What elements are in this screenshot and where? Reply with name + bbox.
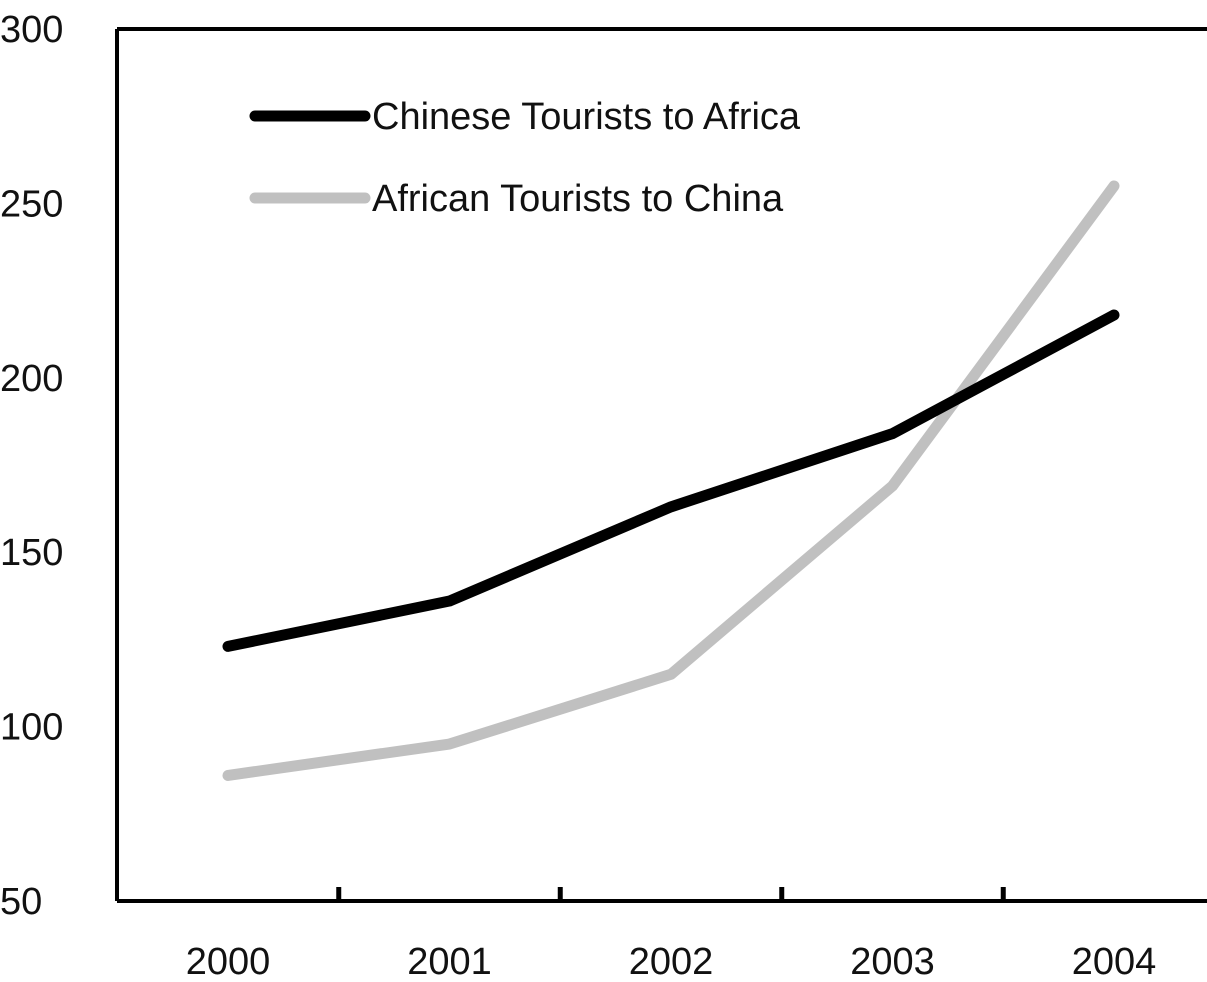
- x-tick-labels: 2000 2001 2002 2003 2004: [186, 941, 1157, 982]
- plot-frame: [115, 27, 1207, 903]
- legend: Chinese Tourists to Africa African Touris…: [249, 96, 801, 220]
- x-tick-label: 2002: [629, 941, 714, 982]
- series-line-1: [222, 309, 1120, 652]
- y-tick-label: 150: [0, 532, 63, 574]
- y-tick-label: 300: [0, 9, 63, 51]
- x-tick-label: 2004: [1072, 941, 1157, 982]
- x-tick-label: 2001: [407, 941, 492, 982]
- x-tick-label: 2003: [850, 941, 935, 982]
- legend-label-2: African Tourists to China: [372, 178, 784, 220]
- x-ticks: [336, 887, 1006, 901]
- y-tick-label: 50: [0, 881, 42, 923]
- y-tick-labels: 50 100 150 200 250 300: [0, 9, 63, 923]
- series-line-2: [222, 180, 1120, 781]
- y-tick-label: 100: [0, 707, 63, 749]
- series-lines: [222, 180, 1120, 781]
- x-tick-label: 2000: [186, 941, 271, 982]
- legend-label-1: Chinese Tourists to Africa: [372, 96, 801, 138]
- y-tick-label: 200: [0, 358, 63, 400]
- y-tick-label: 250: [0, 183, 63, 225]
